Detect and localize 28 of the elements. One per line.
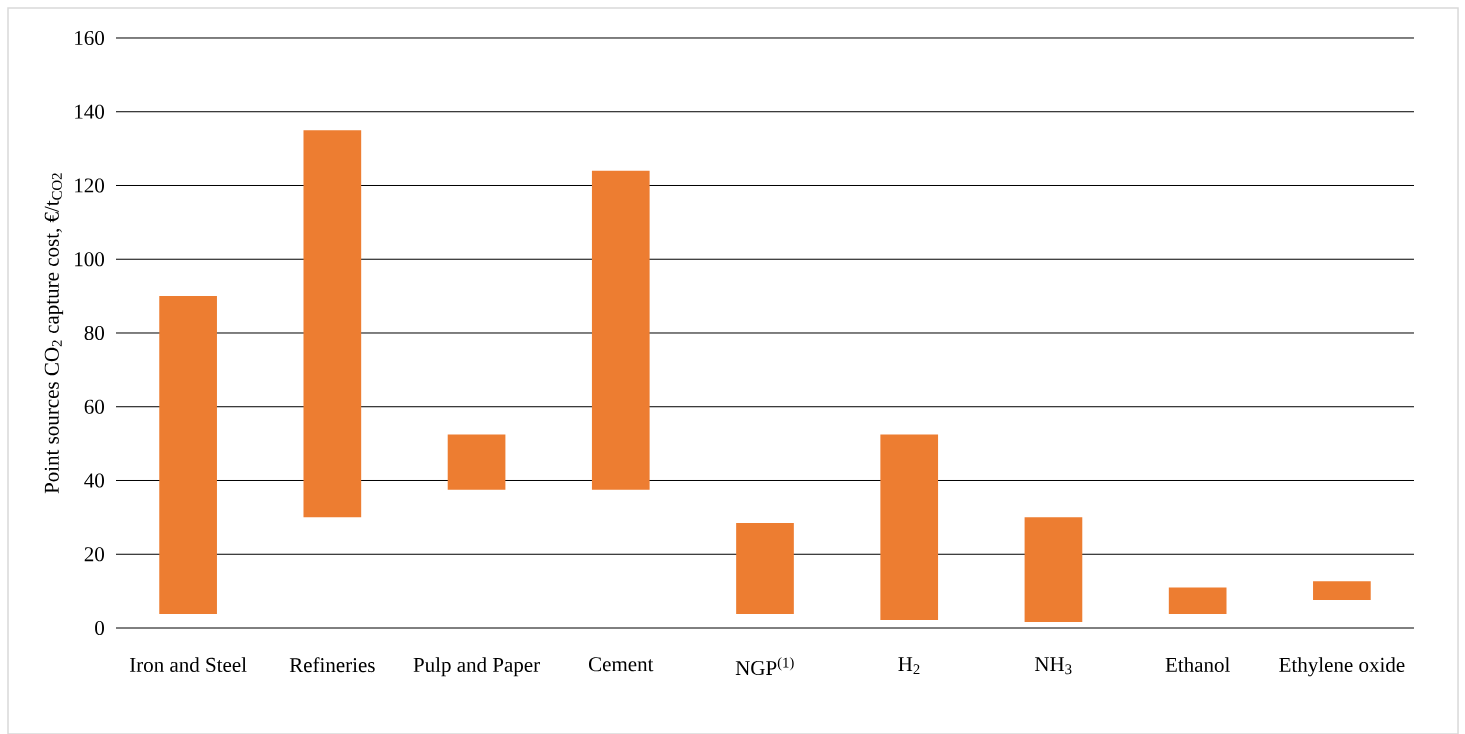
x-tick-label: Ethylene oxide bbox=[1279, 657, 1405, 677]
y-tick-label: 40 bbox=[84, 473, 104, 488]
x-tick-label: Refineries bbox=[289, 657, 375, 673]
y-tick-label: 100 bbox=[75, 252, 104, 267]
bar bbox=[591, 170, 650, 490]
y-tick-label: 60 bbox=[84, 399, 104, 414]
x-tick-label: Ethanol bbox=[1165, 657, 1230, 672]
x-tick-label: Iron and Steel bbox=[129, 657, 247, 672]
y-tick-label: 120 bbox=[75, 178, 104, 193]
y-tick-label: 80 bbox=[84, 325, 104, 341]
bar bbox=[880, 434, 939, 620]
x-tick-label: Cement bbox=[588, 657, 654, 672]
x-tick-label: Pulp and Paper bbox=[413, 657, 540, 677]
y-tick-label: 20 bbox=[84, 547, 104, 562]
x-tick-label: H$_{2}$ bbox=[898, 657, 920, 675]
bar bbox=[1168, 587, 1227, 614]
bar bbox=[1313, 581, 1371, 600]
bar bbox=[1024, 517, 1083, 623]
y-tick-label: 140 bbox=[75, 104, 104, 119]
bar bbox=[447, 434, 506, 490]
bar bbox=[159, 296, 217, 614]
y-axis-title: Point sources CO$_{2}$ capture cost, €/t$_{CO2}$ bbox=[44, 173, 64, 494]
y-tick-label: 0 bbox=[95, 620, 104, 636]
bar bbox=[736, 522, 794, 614]
x-tick-label: NGP$^{(1)}$ bbox=[735, 657, 794, 676]
y-tick-label: 160 bbox=[75, 30, 104, 46]
x-tick-label: NH$_{3}$ bbox=[1034, 657, 1072, 675]
bar bbox=[303, 130, 362, 518]
